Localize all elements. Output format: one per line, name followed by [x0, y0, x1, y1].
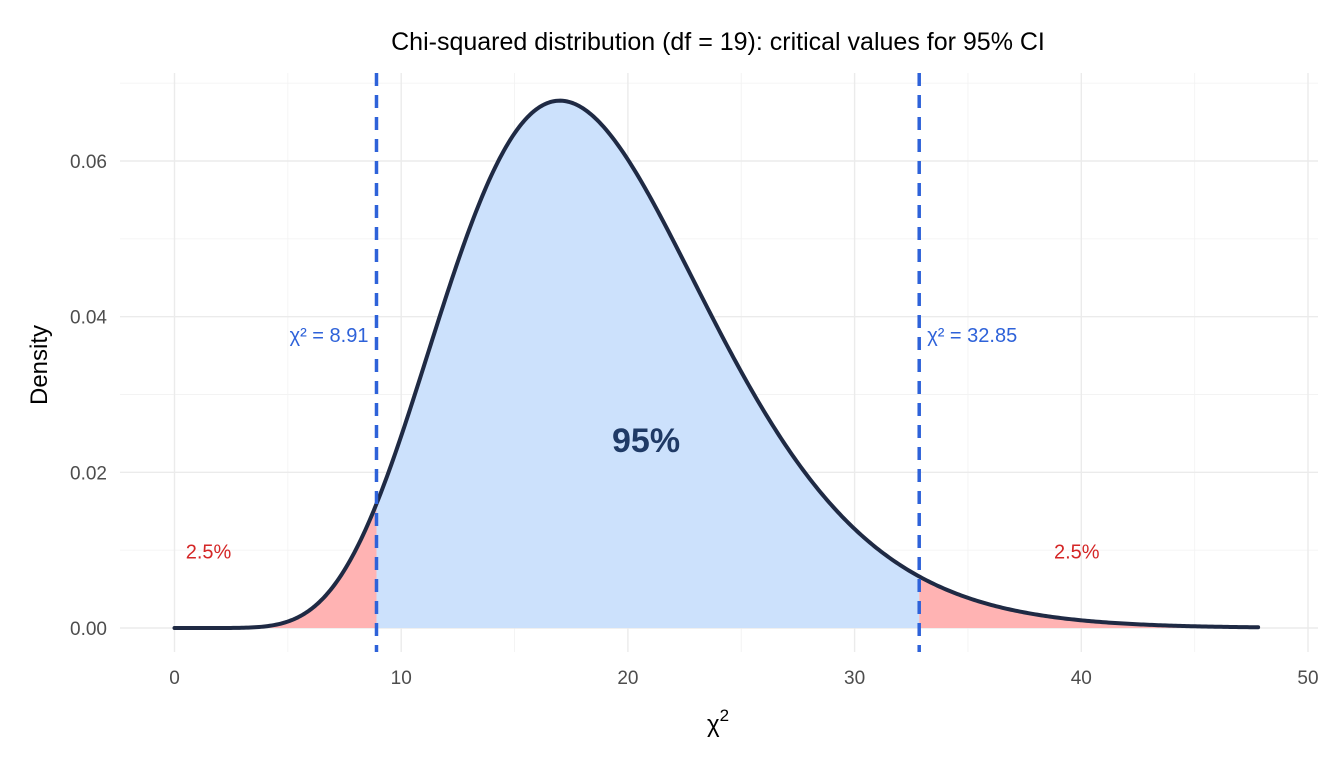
region-label-upper-tail: 2.5% — [1054, 542, 1100, 564]
density-curve — [172, 98, 1261, 630]
x-tick-label-0: 0 — [169, 668, 180, 689]
x-tick-label-1: 10 — [391, 668, 412, 689]
y-tick-label-1: 0.02 — [70, 463, 107, 484]
x-axis-title: χ2 — [707, 706, 729, 738]
region-label-lower-tail: 2.5% — [186, 542, 232, 564]
x-tick-label-4: 40 — [1071, 668, 1092, 689]
critical-lines: χ² = 8.91 χ² = 32.85 — [290, 73, 1017, 652]
y-tick-label-3: 0.06 — [70, 152, 107, 173]
y-axis-ticks: 0.00 0.02 0.04 0.06 — [70, 152, 107, 640]
x-axis-title-superscript: 2 — [720, 706, 729, 725]
region-upper-tail — [919, 576, 1259, 628]
region-labels: 2.5% 95% 2.5% — [186, 422, 1100, 564]
x-tick-label-5: 50 — [1297, 668, 1318, 689]
x-tick-label-2: 20 — [617, 668, 638, 689]
critical-label-1: χ² = 32.85 — [927, 325, 1017, 347]
density-curve-layer — [172, 98, 1261, 630]
region-label-center: 95% — [612, 422, 680, 460]
y-tick-label-2: 0.04 — [70, 308, 107, 329]
y-axis-title: Density — [26, 325, 53, 405]
x-axis-title-symbol: χ — [707, 711, 720, 738]
x-axis-ticks: 0 10 20 30 40 50 — [169, 668, 1318, 689]
chart-title: Chi-squared distribution (df = 19): crit… — [391, 28, 1045, 56]
critical-label-0: χ² = 8.91 — [290, 325, 369, 347]
region-center — [376, 100, 920, 629]
y-tick-label-0: 0.00 — [70, 619, 107, 640]
x-tick-label-3: 30 — [844, 668, 865, 689]
